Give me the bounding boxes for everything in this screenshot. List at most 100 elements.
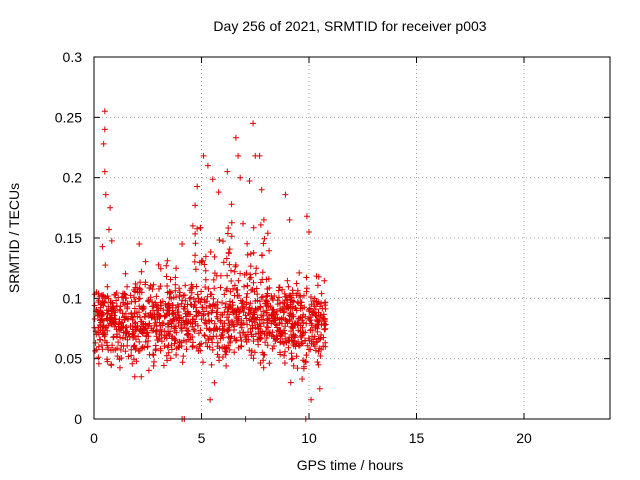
data-point: [118, 294, 125, 301]
data-point: [96, 331, 102, 338]
data-point: [225, 249, 232, 256]
data-point: [315, 322, 322, 328]
y-tick-label: 0.1: [63, 290, 83, 306]
data-point: [244, 321, 251, 328]
data-point: [165, 330, 172, 337]
data-point-peak: [101, 168, 108, 175]
data-point: [221, 309, 228, 316]
data-point: [223, 255, 230, 262]
data-point: [183, 346, 190, 353]
data-point: [285, 283, 292, 290]
data-point-peak: [101, 126, 108, 133]
data-point: [108, 361, 115, 368]
data-point: [207, 249, 214, 255]
data-point: [193, 313, 200, 320]
data-point: [176, 285, 183, 292]
tick-marks: [93, 56, 610, 420]
data-point: [145, 323, 152, 330]
data-point: [293, 292, 300, 299]
data-point-peak: [207, 396, 214, 403]
data-point: [297, 314, 304, 321]
data-point: [153, 327, 160, 334]
data-point: [314, 338, 321, 345]
data-point: [204, 310, 211, 317]
data-point: [122, 334, 129, 341]
data-point: [246, 178, 253, 184]
data-point: [154, 316, 161, 322]
data-point-peak: [100, 140, 107, 147]
data-point: [195, 295, 202, 302]
data-point: [301, 337, 308, 344]
data-point: [107, 299, 114, 306]
data-point: [176, 317, 183, 324]
data-point: [125, 353, 132, 360]
data-point: [167, 317, 174, 324]
data-point: [107, 317, 114, 324]
data-point: [253, 306, 260, 313]
data-point: [152, 328, 159, 335]
data-point: [91, 302, 98, 309]
data-point: [298, 334, 305, 341]
x-tick-label: 20: [516, 430, 532, 446]
data-point: [238, 338, 245, 344]
data-point: [200, 359, 206, 366]
data-point: [201, 261, 208, 268]
data-point: [102, 295, 109, 301]
data-point-peak: [211, 379, 218, 386]
data-point: [115, 339, 122, 346]
data-point-peak: [237, 174, 244, 181]
data-point: [258, 335, 264, 342]
data-point: [266, 329, 273, 336]
data-point: [170, 302, 176, 309]
data-point: [222, 300, 229, 307]
data-point: [220, 259, 227, 266]
data-point: [231, 268, 238, 275]
data-point: [220, 354, 226, 360]
data-point: [261, 351, 268, 358]
data-point: [253, 265, 260, 272]
data-point: [247, 250, 254, 257]
data-point: [127, 292, 134, 299]
data-point: [296, 269, 303, 276]
data-point: [202, 284, 209, 291]
data-point: [234, 321, 240, 327]
data-point: [113, 297, 120, 304]
data-point: [213, 333, 220, 340]
data-point: [102, 262, 109, 269]
data-point: [171, 335, 178, 342]
data-point: [158, 332, 165, 338]
data-point: [242, 312, 249, 319]
data-point: [270, 333, 277, 340]
data-point: [250, 249, 257, 256]
data-point: [131, 294, 137, 301]
y-tick-label: 0: [74, 411, 82, 427]
data-point-peak: [258, 186, 265, 193]
data-point: [157, 347, 164, 354]
data-point: [194, 225, 201, 232]
data-point: [240, 309, 247, 316]
data-point: [270, 311, 277, 318]
data-point: [234, 292, 241, 299]
data-point-peak: [189, 222, 196, 229]
data-point: [197, 347, 204, 354]
data-point: [301, 304, 308, 311]
data-point: [211, 253, 218, 260]
data-point: [251, 288, 258, 295]
data-point: [235, 306, 242, 313]
data-point: [322, 321, 329, 328]
data-point: [164, 344, 171, 351]
data-point: [194, 291, 201, 298]
data-point: [257, 304, 264, 311]
data-point-peak: [136, 241, 143, 247]
data-point: [109, 312, 115, 319]
data-point: [223, 362, 230, 369]
data-point: [154, 307, 161, 314]
data-point: [187, 294, 194, 301]
data-point-peak: [101, 108, 108, 115]
data-point: [172, 281, 179, 288]
data-point: [206, 333, 213, 340]
data-point: [114, 331, 121, 338]
data-point: [110, 304, 117, 311]
data-point: [216, 237, 223, 243]
data-point: [281, 327, 287, 334]
